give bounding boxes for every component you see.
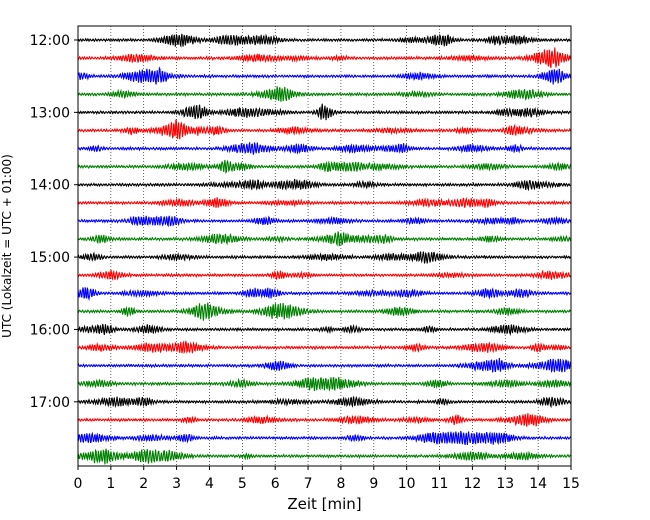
x-tick-label: 12 [463,476,481,492]
y-tick-label: 13:00 [30,105,70,121]
x-tick-label: 2 [139,476,148,492]
trace-1500 [77,251,572,264]
x-tick-label: 4 [205,476,214,492]
trace-1200 [77,33,572,48]
trace-1745 [77,448,572,465]
x-tick-label: 10 [398,476,416,492]
x-tick-label: 13 [496,476,514,492]
trace-1730 [77,430,572,446]
trace-1300 [77,103,572,121]
x-tick-label: 7 [304,476,313,492]
trace-1415 [77,196,572,209]
x-tick-label: 11 [431,476,449,492]
x-tick-label: 0 [74,476,83,492]
y-axis-label: UTC (Lokalzeit = UTC + 01:00) [0,154,14,338]
trace-1345 [77,159,572,175]
trace-1545 [77,302,572,321]
trace-1530 [77,287,572,301]
x-tick-label: 15 [562,476,580,492]
y-axis: 12:00 13:00 14:00 15:00 16:00 17:00 [30,33,78,411]
trace-1215 [77,47,572,68]
trace-1245 [77,86,572,102]
x-axis: 0 1 2 3 4 5 6 7 8 9 10 11 12 13 14 15 [74,466,580,492]
y-tick-label: 17:00 [30,395,70,411]
trace-1515 [77,269,572,281]
trace-1615 [77,340,572,355]
y-tick-label: 14:00 [30,178,70,194]
trace-1315 [77,119,572,140]
plot-background [78,26,571,466]
y-tick-label: 15:00 [30,250,70,266]
x-axis-label: Zeit [min] [287,495,361,513]
x-tick-label: 9 [369,476,378,492]
trace-1630 [77,358,572,373]
trace-layer [77,33,572,465]
y-tick-label: 16:00 [30,322,70,338]
trace-1400 [77,178,572,192]
plot-frame [77,25,572,467]
trace-1600 [77,323,572,337]
trace-1645 [77,376,572,392]
trace-1330 [77,142,572,155]
x-tick-label: 14 [529,476,547,492]
x-tick-label: 6 [271,476,280,492]
x-tick-label: 1 [106,476,115,492]
trace-1230 [77,66,572,85]
trace-1430 [77,215,572,228]
trace-1715 [77,413,572,427]
y-tick-label: 12:00 [30,33,70,49]
x-tick-label: 3 [172,476,181,492]
x-tick-label: 5 [238,476,247,492]
grid-layer [110,26,539,466]
trace-1700 [77,395,572,409]
trace-1445 [77,231,572,247]
x-tick-label: 8 [336,476,345,492]
